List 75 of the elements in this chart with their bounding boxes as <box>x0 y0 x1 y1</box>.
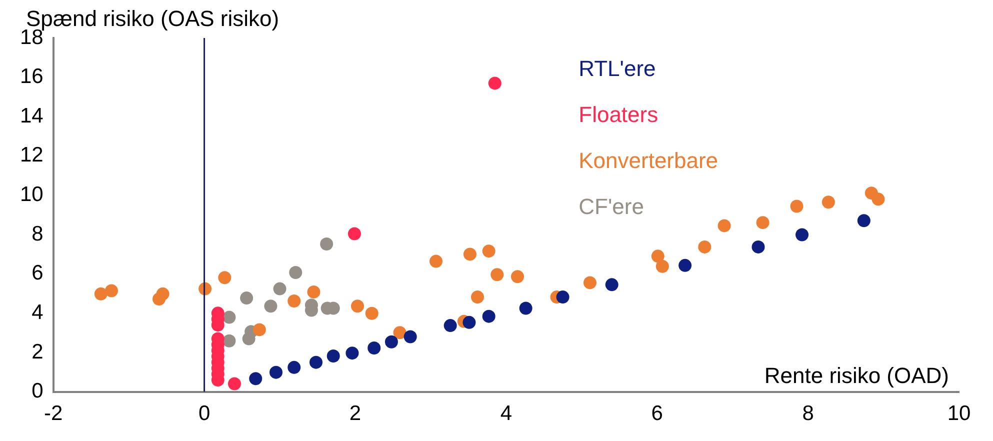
x-tick-label: 6 <box>651 402 663 426</box>
y-tick-label: 6 <box>32 262 44 285</box>
y-tick-label: 0 <box>32 380 44 403</box>
point <box>756 216 770 230</box>
point <box>228 377 241 390</box>
point <box>307 285 320 298</box>
text: RTL'ere <box>578 56 656 81</box>
point <box>462 316 476 329</box>
point <box>463 248 476 261</box>
text: Konverterbare <box>578 148 718 173</box>
point <box>348 227 361 240</box>
point <box>857 214 870 228</box>
point <box>289 266 302 279</box>
point <box>309 356 322 369</box>
y-tick-label: 8 <box>32 222 44 246</box>
point <box>718 219 731 232</box>
point <box>252 323 266 336</box>
point <box>678 258 692 272</box>
point <box>320 237 334 250</box>
point <box>351 300 364 313</box>
point <box>384 335 398 348</box>
point <box>288 294 301 308</box>
y-tick-label: 10 <box>20 183 44 206</box>
point <box>326 350 340 363</box>
point <box>583 276 596 290</box>
point <box>796 228 809 242</box>
x-tick-label: 0 <box>198 402 210 426</box>
point <box>482 244 496 258</box>
point <box>393 326 406 340</box>
point <box>288 360 301 374</box>
point <box>605 278 618 292</box>
point <box>222 334 236 348</box>
text: CF'ere <box>578 194 644 219</box>
x-tick-label: 2 <box>349 402 362 426</box>
point <box>651 250 664 263</box>
x-axis-title: Rente risiko (OAD) <box>764 362 949 388</box>
point <box>490 268 504 282</box>
point <box>404 330 417 344</box>
point <box>444 319 457 332</box>
point <box>488 76 502 90</box>
point <box>752 240 765 254</box>
point <box>94 287 108 300</box>
point <box>656 260 669 273</box>
point <box>222 310 236 324</box>
point <box>698 240 712 254</box>
point <box>269 366 282 379</box>
point <box>346 346 359 360</box>
y-tick-label: 14 <box>20 104 44 128</box>
y-tick-label: 12 <box>20 144 44 167</box>
y-tick-label: 4 <box>32 300 44 324</box>
point <box>273 282 286 296</box>
point <box>471 290 484 304</box>
point <box>822 196 835 209</box>
point <box>218 271 232 284</box>
x-tick-label: 4 <box>500 402 512 426</box>
point <box>156 287 170 300</box>
point <box>365 306 378 320</box>
point <box>511 270 524 284</box>
point <box>872 192 885 206</box>
x-tick-label: 10 <box>947 402 971 426</box>
point <box>790 200 804 213</box>
text: Floaters <box>578 102 658 127</box>
point <box>249 372 262 386</box>
point <box>264 300 278 313</box>
point <box>104 284 118 298</box>
x-tick-label: 8 <box>802 402 814 426</box>
x-tick-label: -2 <box>44 402 63 426</box>
point <box>429 254 442 268</box>
point <box>519 302 532 315</box>
point <box>556 290 570 304</box>
y-tick-label: 16 <box>20 65 44 88</box>
point <box>240 292 254 305</box>
point <box>482 310 496 323</box>
y-tick-label: 2 <box>32 340 44 364</box>
point <box>368 341 381 354</box>
